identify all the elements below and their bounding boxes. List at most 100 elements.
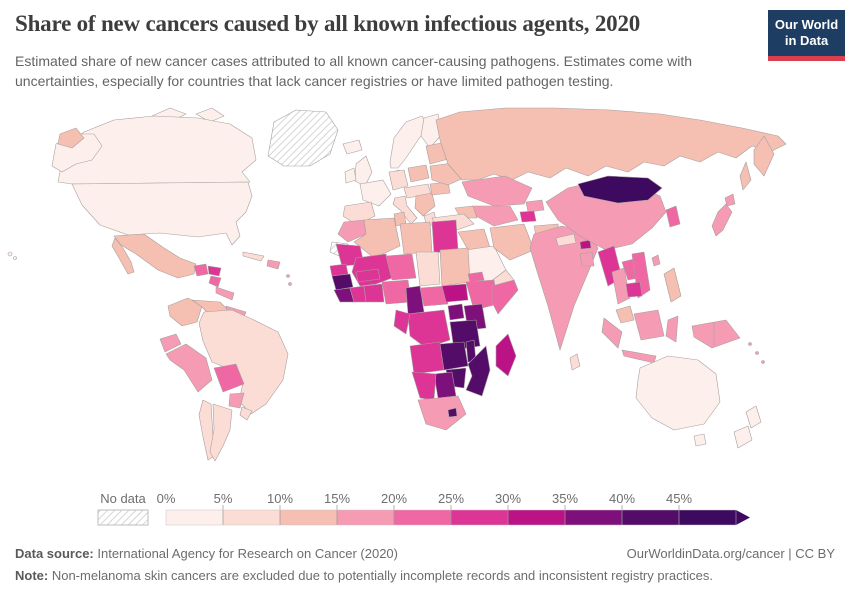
country-new-zealand-south[interactable] (733, 425, 753, 449)
country-ecuador[interactable] (159, 333, 182, 353)
country-colombia[interactable] (167, 297, 203, 327)
country-bolivia[interactable] (213, 363, 245, 393)
country-japan-hokkaido[interactable] (724, 193, 736, 207)
country-uzbekistan-turkmenistan[interactable] (471, 205, 519, 227)
country-kazakhstan[interactable] (461, 175, 533, 207)
country-eritrea[interactable] (467, 271, 485, 283)
country-iraq-syria[interactable] (457, 228, 491, 251)
country-indonesia-sulawesi[interactable] (665, 315, 679, 343)
legend-bin-2[interactable] (280, 510, 337, 525)
country-australia[interactable] (635, 355, 721, 431)
country-lesotho[interactable] (447, 407, 458, 418)
country-france[interactable] (359, 179, 392, 207)
country-angola[interactable] (409, 341, 445, 375)
country-lesser-antilles[interactable] (286, 274, 290, 278)
country-korea[interactable] (665, 205, 681, 228)
country-argentina[interactable] (209, 403, 233, 462)
country-united-kingdom[interactable] (354, 155, 373, 187)
country-russia[interactable] (435, 107, 787, 181)
country-indonesia-java[interactable] (621, 349, 657, 364)
country-botswana[interactable] (433, 371, 457, 399)
country-japan[interactable] (711, 203, 733, 237)
country-canada[interactable] (57, 115, 257, 185)
country-chad[interactable] (415, 251, 441, 287)
country-ireland[interactable] (344, 167, 357, 184)
country-morocco[interactable] (337, 219, 367, 243)
country-new-zealand-north[interactable] (745, 405, 762, 429)
country-nicaragua[interactable] (208, 275, 222, 288)
country-kyrgyzstan[interactable] (525, 199, 545, 213)
country-taiwan[interactable] (651, 254, 661, 267)
country-mexico-baja[interactable] (111, 237, 135, 275)
country-senegal[interactable] (329, 263, 349, 277)
country-uruguay[interactable] (239, 406, 253, 421)
legend-bin-4[interactable] (394, 510, 451, 525)
country-guatemala[interactable] (193, 263, 209, 277)
country-iran[interactable] (489, 223, 535, 261)
legend-bin-9[interactable] (679, 510, 736, 525)
country-bhutan[interactable] (579, 239, 592, 250)
country-peru[interactable] (165, 343, 213, 393)
legend-bin-3[interactable] (337, 510, 394, 525)
country-russia-kamchatka[interactable] (753, 135, 775, 177)
country-united-states[interactable] (71, 181, 253, 246)
country-russia-chukotka[interactable] (57, 127, 85, 149)
country-guinea[interactable] (331, 273, 354, 291)
country-russia-sakhalin[interactable] (739, 161, 752, 191)
country-mexico[interactable] (113, 233, 197, 279)
country-haiti-dominican-republic[interactable] (266, 259, 281, 270)
country-sudan[interactable] (439, 247, 471, 287)
country-dr-congo[interactable] (407, 309, 451, 349)
legend-bin-7[interactable] (565, 510, 622, 525)
country-costa-rica-panama[interactable] (215, 286, 235, 301)
country-germany[interactable] (388, 169, 409, 191)
country-tajikistan[interactable] (519, 210, 537, 223)
country-mongolia[interactable] (577, 175, 663, 204)
country-paraguay[interactable] (228, 392, 245, 409)
country-balkans[interactable] (414, 192, 436, 217)
country-pacific-islands-3[interactable] (761, 360, 765, 364)
legend-bin-6[interactable] (508, 510, 565, 525)
country-lesser-antilles-2[interactable] (288, 282, 292, 286)
country-brazil[interactable] (198, 309, 289, 415)
country-central-african-republic[interactable] (419, 285, 449, 307)
country-ghana-togo-benin[interactable] (363, 283, 385, 303)
country-hawaii-2[interactable] (13, 256, 17, 260)
country-south-africa[interactable] (417, 395, 467, 431)
country-greenland[interactable] (267, 109, 339, 167)
country-south-sudan[interactable] (441, 283, 469, 303)
country-poland[interactable] (407, 164, 430, 183)
country-cambodia[interactable] (625, 281, 643, 298)
country-gabon-congo[interactable] (393, 309, 411, 335)
country-philippines[interactable] (663, 267, 682, 303)
legend-bin-8[interactable] (622, 510, 679, 525)
country-burkina-faso[interactable] (355, 268, 381, 283)
country-new-guinea[interactable] (691, 319, 741, 349)
legend-bin-5[interactable] (451, 510, 508, 525)
country-bangladesh[interactable] (579, 251, 595, 267)
country-mozambique[interactable] (465, 345, 491, 397)
country-pacific-islands-2[interactable] (755, 351, 759, 355)
country-italy[interactable] (392, 195, 418, 225)
country-indonesia-borneo[interactable] (633, 309, 665, 341)
country-namibia[interactable] (411, 371, 437, 401)
country-nepal[interactable] (555, 233, 577, 247)
country-malaysia[interactable] (615, 305, 635, 324)
country-iceland[interactable] (342, 139, 363, 155)
country-sri-lanka[interactable] (569, 353, 581, 371)
country-honduras[interactable] (207, 265, 222, 277)
country-indonesia-sumatra[interactable] (601, 317, 623, 349)
country-somalia[interactable] (491, 279, 519, 315)
country-norway-sweden[interactable] (389, 115, 429, 169)
country-pacific-islands-1[interactable] (748, 342, 752, 346)
country-uganda[interactable] (447, 303, 465, 321)
legend-bin-0[interactable] (166, 510, 223, 525)
country-egypt[interactable] (431, 219, 459, 254)
legend-bin-1[interactable] (223, 510, 280, 525)
country-madagascar[interactable] (495, 333, 517, 377)
country-zambia[interactable] (439, 341, 469, 371)
owid-logo[interactable]: Our World in Data (768, 10, 845, 61)
country-thailand[interactable] (611, 267, 631, 305)
country-niger[interactable] (385, 253, 417, 281)
owid-cancer-link[interactable]: OurWorldinData.org/cancer | CC BY (626, 546, 835, 561)
